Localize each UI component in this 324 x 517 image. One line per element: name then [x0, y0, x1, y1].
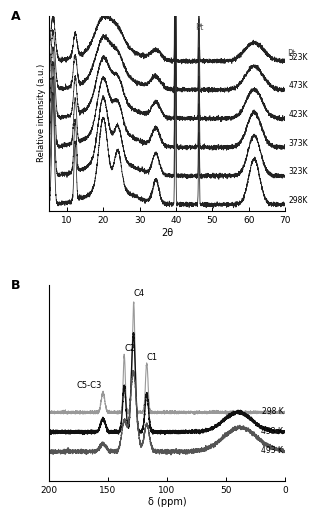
X-axis label: 2θ: 2θ [161, 227, 173, 238]
Text: 373K: 373K [289, 139, 308, 148]
Text: 298 K: 298 K [261, 407, 284, 416]
Text: A: A [11, 10, 20, 23]
Text: 298K: 298K [289, 196, 308, 205]
Text: C2: C2 [124, 344, 135, 353]
Text: 423K: 423K [289, 110, 308, 119]
Text: C4: C4 [134, 289, 145, 298]
Text: 473K: 473K [289, 81, 308, 90]
Text: 453 K: 453 K [261, 427, 284, 436]
Text: Pt: Pt [287, 49, 295, 58]
Text: 493 K: 493 K [261, 447, 284, 455]
Text: Pt: Pt [195, 23, 203, 33]
X-axis label: δ (ppm): δ (ppm) [147, 497, 186, 508]
Text: C5-C3: C5-C3 [76, 381, 102, 390]
Text: C1: C1 [147, 353, 158, 362]
Y-axis label: Relative intensity (a.u.): Relative intensity (a.u.) [37, 64, 46, 162]
Text: 323K: 323K [289, 168, 308, 176]
Text: 523K: 523K [289, 53, 308, 62]
Text: B: B [11, 280, 20, 293]
